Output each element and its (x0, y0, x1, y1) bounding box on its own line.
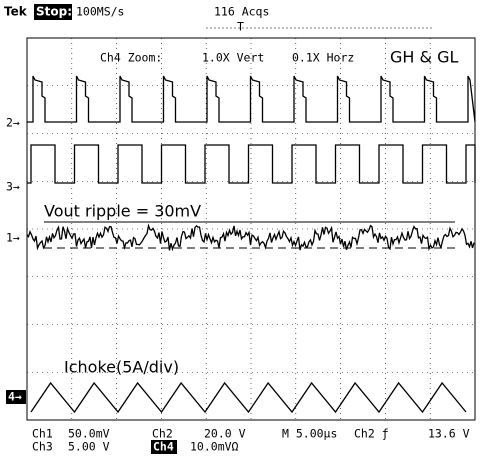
trigger-source: Ch2 ƒ (354, 427, 389, 441)
acquisitions: 116 Acqs (214, 5, 269, 19)
ch3-wave (27, 144, 476, 184)
ch1-wave (26, 223, 475, 252)
brand: Tek (4, 5, 28, 19)
ch4-wave (30, 381, 467, 414)
ch4-badge (151, 440, 177, 454)
ch1-scale: 50.0mV (68, 427, 110, 441)
ch4-marker: 4→ (8, 390, 22, 404)
ch1-marker: 1→ (6, 231, 20, 245)
ch2-label: Ch2 (152, 427, 173, 441)
trigger-marker: T (237, 20, 244, 34)
state-badge (34, 4, 72, 20)
waveforms (26, 75, 476, 414)
ch1-label: Ch1 (32, 427, 53, 441)
ch3-marker: 3→ (6, 180, 20, 194)
zoom-vert: 1.0X Vert (202, 51, 264, 65)
ch4-marker-bg (6, 390, 26, 404)
sample-rate: 100MS/s (76, 5, 124, 19)
ch4-label: Ch4 (153, 440, 174, 454)
zoom-horz: 0.1X Horz (292, 51, 354, 65)
ch3-scale: 5.00 V (68, 440, 110, 454)
signal-label: GH & GL (390, 48, 458, 67)
ch4-scale: 10.0mVΩ (190, 440, 239, 454)
ichoke-annotation: Ichoke(5A/div) (64, 358, 179, 377)
ch2-marker: 2→ (6, 116, 20, 130)
trigger-level: 13.6 V (428, 427, 470, 441)
timebase: M 5.00µs (282, 427, 337, 441)
ch2-wave (27, 75, 476, 123)
ripple-annotation: Vout ripple = 30mV (44, 202, 201, 221)
state: Stop: (36, 5, 72, 19)
zoom-label: Ch4 Zoom: (100, 51, 162, 65)
graticule (27, 38, 475, 420)
ch2-scale: 20.0 V (204, 427, 246, 441)
graticule-frame (26, 37, 476, 421)
ch3-label: Ch3 (32, 440, 53, 454)
